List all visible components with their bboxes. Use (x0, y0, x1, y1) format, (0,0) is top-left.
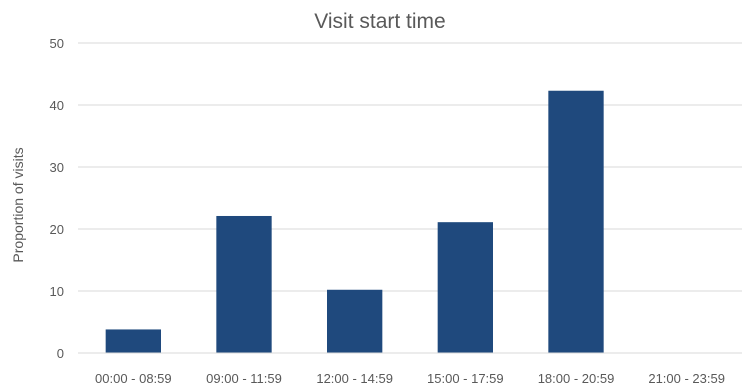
bar-2 (216, 215, 272, 353)
chart-title: Visit start time (314, 10, 445, 33)
x-tick-label: 15:00 - 17:59 (427, 371, 504, 386)
y-tick-label: 20 (50, 222, 64, 237)
y-tick-label: 10 (50, 284, 64, 299)
bar-1 (105, 329, 161, 353)
x-tick-label: 21:00 - 23:59 (648, 371, 725, 386)
x-tick-labels: 00:00 - 08:59 09:00 - 11:59 12:00 - 14:59 1… (95, 371, 725, 386)
gridlines (78, 42, 742, 292)
y-tick-label: 40 (50, 98, 64, 113)
x-tick-label: 18:00 - 20:59 (538, 371, 615, 386)
y-axis-label: Proportion of visits (10, 147, 26, 262)
y-tick-label: 0 (57, 346, 64, 361)
y-tick-labels: 0 10 20 30 40 50 (50, 36, 64, 361)
bar-4 (437, 222, 493, 353)
y-tick-label: 30 (50, 160, 64, 175)
x-tick-label: 00:00 - 08:59 (95, 371, 172, 386)
x-tick-label: 12:00 - 14:59 (316, 371, 393, 386)
bar-3 (327, 289, 383, 353)
bar-5 (548, 90, 604, 354)
bars (105, 90, 604, 354)
y-tick-label: 50 (50, 36, 64, 51)
x-tick-label: 09:00 - 11:59 (206, 371, 282, 386)
